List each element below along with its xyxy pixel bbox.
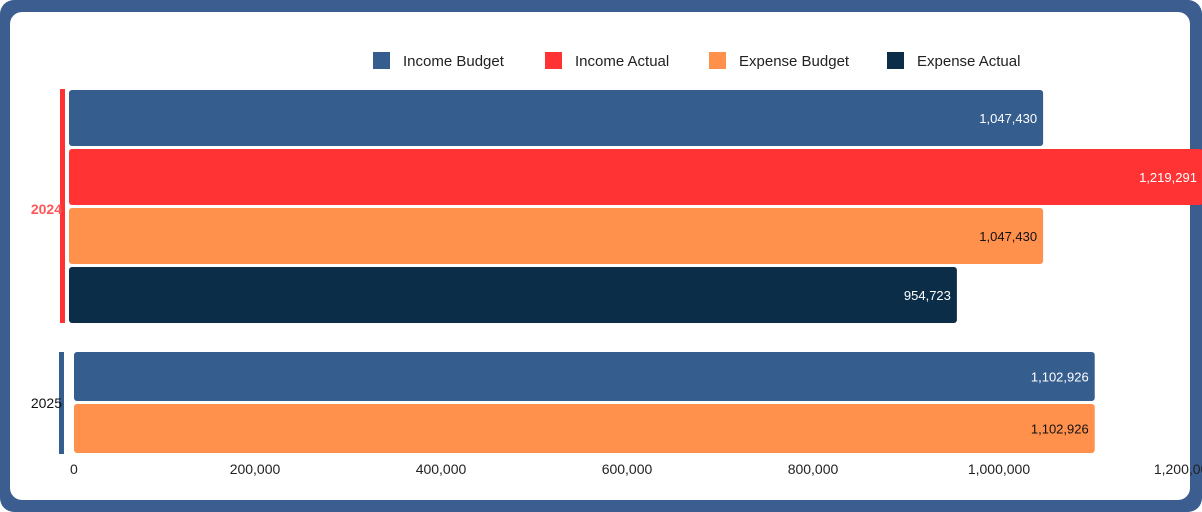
- legend-swatch-income-budget: [373, 52, 390, 69]
- x-tick-label-4: 800,000: [788, 461, 839, 477]
- data-label-2024-expense-actual: 954,723: [904, 288, 951, 303]
- category-label-2025: 2025: [31, 395, 62, 411]
- bar-2024-expense-budget: [69, 208, 1044, 264]
- legend-label-expense-budget: Expense Budget: [739, 53, 850, 70]
- x-tick-label-6: 1,200,000: [1154, 461, 1202, 477]
- data-label-2024-income-budget: 1,047,430: [979, 111, 1037, 126]
- data-label-2025-income-budget: 1,102,926: [1031, 370, 1089, 385]
- data-label-2024-income-actual: 1,219,291: [1139, 170, 1197, 185]
- legend-swatch-expense-actual: [887, 52, 904, 69]
- bar-2024-income-actual: [69, 149, 1202, 205]
- x-tick-label-3: 600,000: [602, 461, 653, 477]
- bar-2025-income-budget: [74, 352, 1095, 401]
- x-tick-label-1: 200,000: [230, 461, 281, 477]
- legend-swatch-income-actual: [545, 52, 562, 69]
- bar-2024-income-budget: [69, 90, 1044, 146]
- data-label-2025-expense-budget: 1,102,926: [1031, 422, 1089, 437]
- x-tick-label-5: 1,000,000: [968, 461, 1030, 477]
- legend-label-income-budget: Income Budget: [403, 53, 505, 70]
- category-label-2024: 2024: [31, 201, 62, 217]
- legend-label-expense-actual: Expense Actual: [917, 53, 1020, 70]
- x-tick-label-0: 0: [70, 461, 78, 477]
- x-tick-label-2: 400,000: [416, 461, 467, 477]
- bar-2024-expense-actual: [69, 267, 957, 323]
- group-marker-2025: [59, 352, 64, 454]
- bar-2025-expense-budget: [74, 404, 1095, 453]
- legend-swatch-expense-budget: [709, 52, 726, 69]
- data-label-2024-expense-budget: 1,047,430: [979, 229, 1037, 244]
- legend-label-income-actual: Income Actual: [575, 53, 669, 70]
- group-marker-2024: [60, 89, 65, 323]
